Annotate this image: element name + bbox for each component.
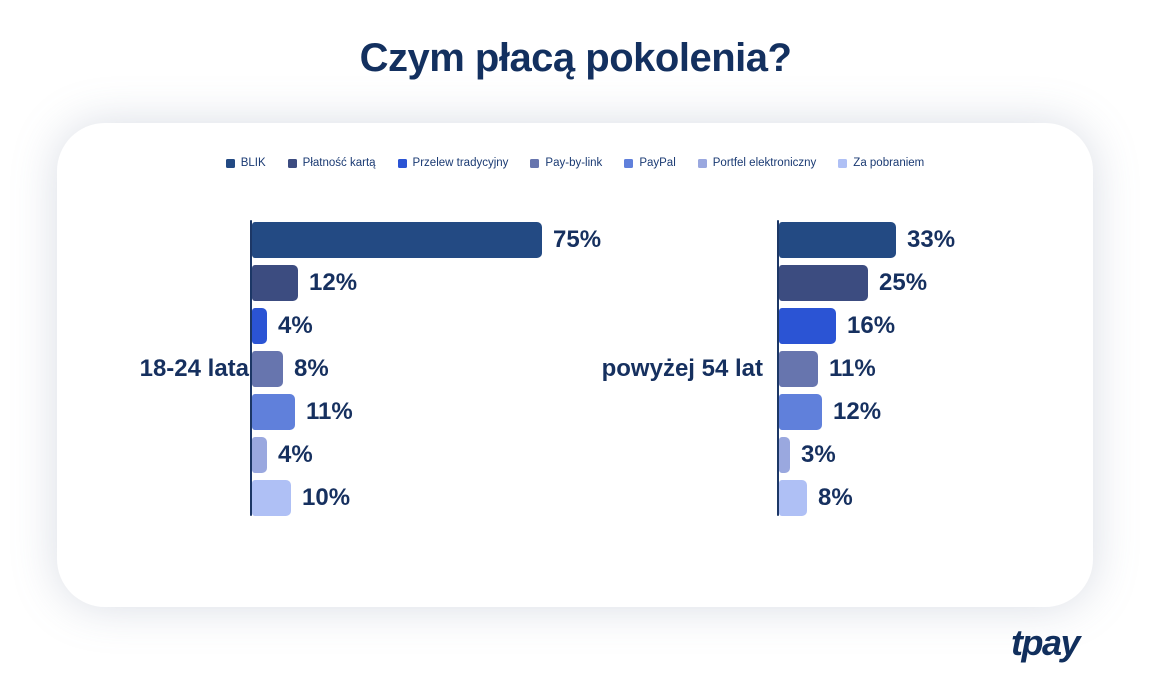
bar-row: 12%: [777, 394, 955, 430]
bar-value-label: 8%: [294, 355, 329, 382]
legend-label: Za pobraniem: [853, 157, 925, 169]
legend-label: Portfel elektroniczny: [712, 157, 817, 169]
bar-Za pobraniem: [779, 480, 807, 516]
bar-row: 4%: [250, 308, 601, 344]
bar-value-label: 16%: [847, 312, 896, 339]
bar-row: 25%: [777, 265, 955, 301]
bar-row: 75%: [250, 222, 601, 258]
bar-row: 3%: [777, 437, 955, 473]
bar-value-label: 11%: [306, 398, 353, 425]
bar-BLIK: [779, 222, 896, 258]
legend-label: BLIK: [240, 157, 266, 169]
bar-Przelew tradycyjny: [779, 308, 836, 344]
bar-chart-54-plus: 33% 25% 16% 11% 12% 3% 8%: [777, 220, 955, 516]
bar-row: 16%: [777, 308, 955, 344]
legend-item: Za pobraniem: [838, 157, 924, 169]
chart-legend: BLIK Płatność kartą Przelew tradycyjny Pay-…: [57, 157, 1093, 169]
bar-Portfel elektroniczny: [779, 437, 790, 473]
bar-BLIK: [252, 222, 542, 258]
bar-row: 33%: [777, 222, 955, 258]
legend-swatch-icon: [838, 158, 848, 168]
bar-value-label: 4%: [278, 312, 313, 339]
bar-value-label: 25%: [879, 269, 928, 296]
y-axis-line: [777, 220, 779, 516]
legend-item: Przelew tradycyjny: [397, 157, 509, 169]
bar-row: 8%: [250, 351, 601, 387]
bar-Płatność kartą: [252, 265, 298, 301]
y-axis-line: [250, 220, 252, 516]
legend-label: Pay-by-link: [545, 157, 603, 169]
bar-value-label: 8%: [818, 484, 853, 511]
legend-swatch-icon: [530, 158, 540, 168]
legend-item: Płatność kartą: [287, 157, 376, 169]
bar-value-label: 75%: [553, 226, 602, 253]
bar-Pay-by-link: [252, 351, 283, 387]
legend-swatch-icon: [225, 158, 235, 168]
legend-swatch-icon: [697, 158, 707, 168]
page-title: Czym płacą pokolenia?: [359, 36, 792, 80]
legend-swatch-icon: [287, 158, 297, 168]
bar-row: 4%: [250, 437, 601, 473]
bar-Płatność kartą: [779, 265, 868, 301]
bar-row: 12%: [250, 265, 601, 301]
chart-card: BLIK Płatność kartą Przelew tradycyjny Pay-…: [57, 123, 1093, 607]
legend-item: PayPal: [624, 157, 676, 169]
bar-Pay-by-link: [779, 351, 818, 387]
bar-value-label: 3%: [801, 441, 836, 468]
legend-label: Płatność kartą: [302, 157, 376, 169]
bar-chart-18-24: 75% 12% 4% 8% 11% 4% 10%: [250, 220, 601, 516]
bar-PayPal: [779, 394, 822, 430]
bar-row: 8%: [777, 480, 955, 516]
legend-item: BLIK: [225, 157, 266, 169]
bar-Portfel elektroniczny: [252, 437, 267, 473]
legend-label: PayPal: [639, 157, 676, 169]
bar-value-label: 12%: [833, 398, 882, 425]
legend-swatch-icon: [397, 158, 407, 168]
bar-PayPal: [252, 394, 295, 430]
tpay-logo: tpay: [1010, 622, 1081, 663]
bar-row: 10%: [250, 480, 601, 516]
bar-value-label: 11%: [829, 355, 876, 382]
bar-value-label: 4%: [278, 441, 313, 468]
legend-swatch-icon: [624, 158, 634, 168]
bar-Przelew tradycyjny: [252, 308, 267, 344]
group-label-18-24: 18-24 lata: [139, 355, 249, 382]
bar-value-label: 33%: [907, 226, 956, 253]
bar-row: 11%: [777, 351, 955, 387]
bar-value-label: 10%: [302, 484, 351, 511]
legend-item: Portfel elektroniczny: [697, 157, 817, 169]
bar-row: 11%: [250, 394, 601, 430]
group-label-54-plus: powyżej 54 lat: [601, 355, 763, 382]
legend-item: Pay-by-link: [530, 157, 602, 169]
bar-value-label: 12%: [309, 269, 358, 296]
legend-label: Przelew tradycyjny: [412, 157, 509, 169]
bar-Za pobraniem: [252, 480, 291, 516]
